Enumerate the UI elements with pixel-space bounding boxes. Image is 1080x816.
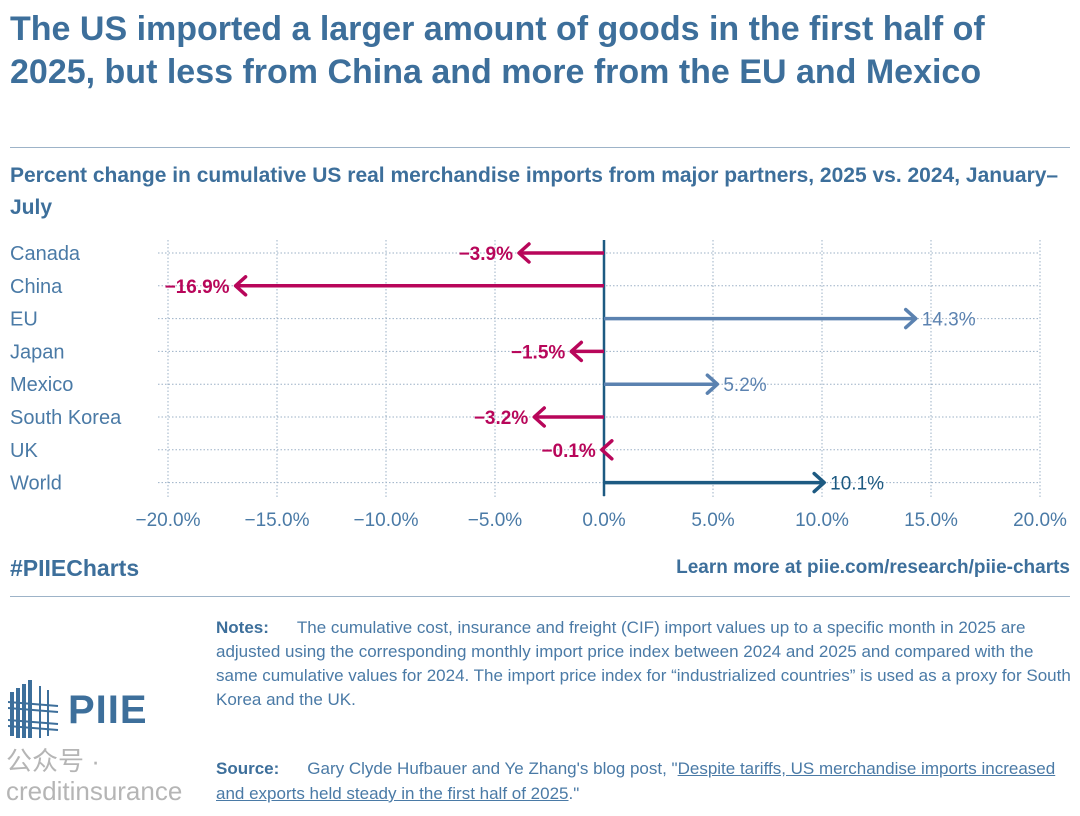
x-tick-label: −10.0% <box>354 510 419 531</box>
data-label: −3.2% <box>474 408 529 429</box>
notes-label: Notes: <box>216 618 269 637</box>
arrowhead-icon <box>903 307 918 330</box>
x-tick-label: 15.0% <box>904 510 958 531</box>
piie-logo: PIIE <box>8 680 148 740</box>
x-tick-label: 20.0% <box>1013 510 1067 531</box>
arrowhead-icon <box>517 242 531 264</box>
data-label: 10.1% <box>830 474 884 495</box>
building-logo-icon <box>8 680 59 738</box>
category-label: World <box>10 473 62 495</box>
source: Source: Gary Clyde Hufbauer and Ye Zhang'… <box>216 756 1076 806</box>
source-label: Source: <box>216 759 280 778</box>
learn-more-link[interactable]: Learn more at piie.com/research/piie-cha… <box>676 557 1070 578</box>
source-link[interactable]: Despite tariffs, US merchandise imports … <box>216 759 1056 803</box>
watermark: 公众号 · creditinsurance <box>6 746 183 806</box>
data-label: −1.5% <box>511 342 566 363</box>
x-tick-label: −15.0% <box>245 510 310 531</box>
notes-text: The cumulative cost, insurance and freig… <box>216 618 1071 709</box>
category-label: Mexico <box>10 374 73 396</box>
divider <box>10 147 1070 148</box>
category-label: South Korea <box>10 407 122 429</box>
data-label: 14.3% <box>922 310 976 331</box>
data-label: −3.9% <box>459 244 514 265</box>
notes: Notes: The cumulative cost, insurance and… <box>216 616 1076 712</box>
arrowhead-icon <box>812 471 826 494</box>
arrowhead-icon <box>233 275 248 297</box>
arrowhead-icon <box>705 373 720 395</box>
source-text: Gary Clyde Hufbauer and Ye Zhang's blog … <box>307 759 678 778</box>
category-label: EU <box>10 309 38 331</box>
divider <box>10 596 1070 597</box>
hashtag: #PIIECharts <box>10 555 140 581</box>
chart-title: The US imported a larger amount of goods… <box>10 10 985 91</box>
source-end: ." <box>568 784 580 803</box>
category-label: Canada <box>10 243 81 265</box>
bar-chart: −20.0% −15.0% −10.0% −5.0% 0.0% 5.0% 10.0% 15.0… <box>10 240 1067 531</box>
x-tick-label: −20.0% <box>136 510 201 531</box>
chart-subtitle: Percent change in cumulative US real mer… <box>10 164 1059 219</box>
x-tick-label: 0.0% <box>582 510 625 531</box>
data-label: −0.1% <box>541 441 596 462</box>
arrowhead-icon <box>600 439 614 461</box>
data-label: −16.9% <box>165 277 230 298</box>
category-label: UK <box>10 440 38 462</box>
arrowhead-icon <box>569 340 584 363</box>
x-tick-label: −5.0% <box>468 510 523 531</box>
x-tick-label: 10.0% <box>795 510 849 531</box>
x-tick-label: 5.0% <box>691 510 734 531</box>
arrowhead-icon <box>532 406 546 428</box>
category-label: Japan <box>10 341 65 363</box>
data-label: 5.2% <box>723 375 766 396</box>
category-label: China <box>10 276 63 298</box>
logo-text: PIIE <box>68 687 148 732</box>
